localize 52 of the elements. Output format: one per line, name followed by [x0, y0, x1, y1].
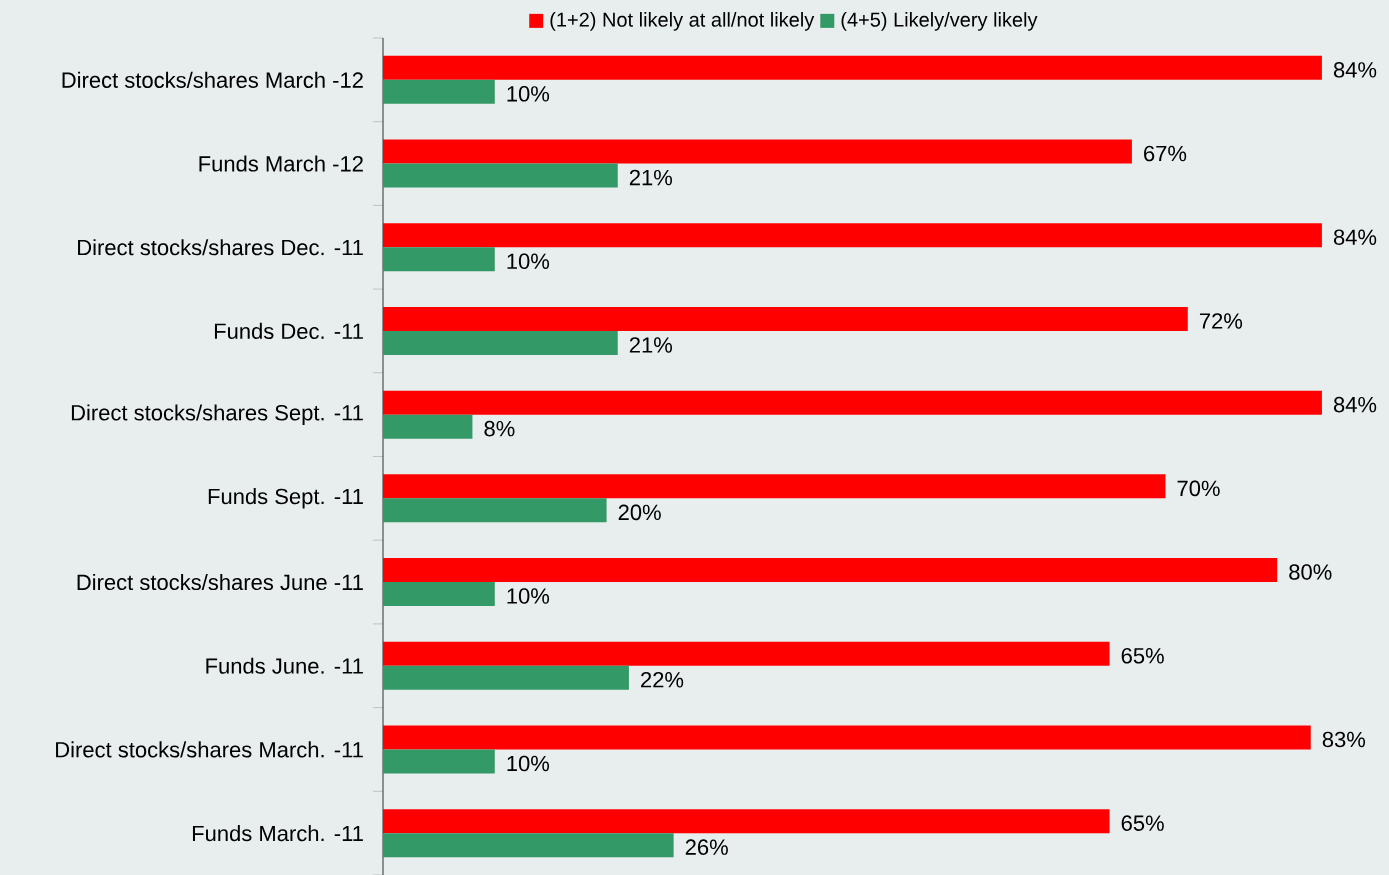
bar — [383, 390, 1322, 415]
bar — [383, 163, 618, 188]
bar — [383, 749, 495, 774]
y-tick-label: Direct stocks/shares June -11 — [77, 573, 363, 591]
data-label: 8% — [484, 420, 515, 437]
data-label: 21% — [629, 337, 673, 353]
data-label: 10% — [507, 755, 550, 772]
data-label: 84% — [1333, 62, 1377, 78]
bar — [383, 223, 1322, 248]
bar — [383, 247, 495, 272]
data-label: 70% — [1177, 480, 1220, 497]
legend-label: (4+5) Likely/very likely — [841, 12, 1038, 31]
y-tick-label: Funds June. -11 — [206, 657, 363, 674]
y-tick-label: Funds Dec. -11 — [214, 322, 363, 340]
bar — [383, 306, 1188, 331]
data-label: 22% — [641, 671, 684, 688]
bar — [383, 330, 618, 355]
bar — [383, 725, 1311, 750]
bar — [383, 833, 674, 858]
data-label: 65% — [1121, 647, 1164, 664]
y-tick-label: Direct stocks/shares March. -11 — [56, 741, 363, 758]
bar — [383, 641, 1110, 666]
data-label: 26% — [685, 839, 728, 855]
y-tick-label: Funds Sept. -11 — [208, 488, 363, 509]
bar — [383, 558, 1278, 583]
data-label: 20% — [618, 504, 661, 521]
bar — [383, 79, 495, 104]
bar — [383, 498, 607, 523]
y-tick-label: Direct stocks/shares March -12 — [62, 71, 363, 88]
bar — [383, 665, 629, 690]
bar — [383, 582, 495, 607]
y-tick-label: Direct stocks/shares Dec. -11 — [78, 239, 363, 256]
y-tick-label: Direct stocks/shares Sept. -11 — [71, 404, 363, 425]
data-label: 72% — [1199, 313, 1243, 329]
data-label: 80% — [1289, 564, 1332, 580]
bar — [383, 414, 473, 439]
y-tick-label: Funds March -12 — [199, 155, 363, 172]
bar — [383, 139, 1132, 164]
data-label: 83% — [1322, 731, 1366, 748]
y-tick-label: Funds March. -11 — [192, 825, 363, 842]
data-label: 84% — [1333, 396, 1377, 413]
data-label: 10% — [507, 86, 550, 102]
legend-label: (1+2) Not likely at all/not likely — [550, 12, 815, 31]
bar — [383, 809, 1110, 834]
bar — [383, 474, 1166, 499]
data-label: 10% — [507, 253, 550, 270]
data-label: 65% — [1121, 815, 1164, 831]
data-label: 10% — [507, 588, 550, 604]
data-label: 67% — [1144, 145, 1187, 162]
data-label: 84% — [1333, 229, 1377, 246]
data-label: 21% — [629, 169, 673, 186]
bar — [383, 55, 1322, 80]
